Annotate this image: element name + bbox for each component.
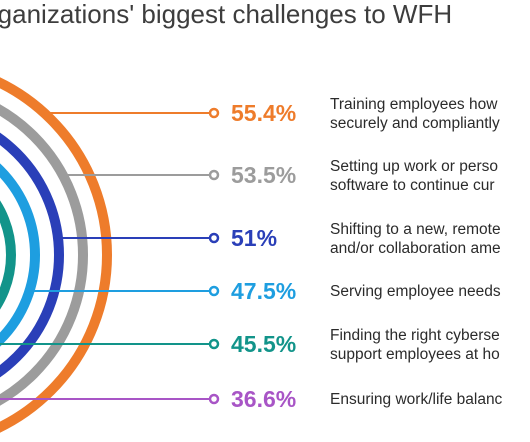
description-line-4-1: support employees at ho bbox=[330, 346, 500, 363]
description-line-2-0: Shifting to a new, remote bbox=[330, 221, 501, 238]
description-line-2-1: and/or collaboration ame bbox=[330, 240, 501, 257]
ring-0 bbox=[0, 77, 112, 433]
value-label-0: 55.4% bbox=[231, 100, 296, 126]
description-line-3-0: Serving employee needs bbox=[330, 283, 501, 300]
description-line-0-1: securely and compliantly bbox=[330, 115, 500, 132]
description-line-1-1: software to continue cur bbox=[330, 177, 495, 194]
connector-dot-5 bbox=[208, 393, 220, 405]
connector-dot-2 bbox=[208, 232, 220, 244]
ring-4 bbox=[0, 200, 16, 310]
ring-1 bbox=[0, 104, 88, 406]
value-label-4: 45.5% bbox=[231, 331, 296, 357]
connectors-group bbox=[0, 107, 220, 405]
chart-title: ...ganizations' biggest challenges to WF… bbox=[0, 0, 452, 29]
description-line-5-0: Ensuring work/life balanc bbox=[330, 391, 503, 408]
labels-group: 55.4% Training employees how securely and … bbox=[231, 96, 503, 412]
ring-2 bbox=[0, 132, 64, 378]
connector-dot-1 bbox=[208, 169, 220, 181]
value-label-1: 53.5% bbox=[231, 162, 296, 188]
connector-dot-3 bbox=[208, 285, 220, 297]
value-label-2: 51% bbox=[231, 225, 277, 251]
ring-3 bbox=[0, 163, 40, 347]
description-line-4-0: Finding the right cyberse bbox=[330, 327, 500, 344]
connector-dot-0 bbox=[208, 107, 220, 119]
description-line-1-0: Setting up work or perso bbox=[330, 158, 498, 175]
rings-group bbox=[0, 74, 115, 436]
value-label-3: 47.5% bbox=[231, 278, 296, 304]
value-label-5: 36.6% bbox=[231, 386, 296, 412]
connector-dot-4 bbox=[208, 338, 220, 350]
description-line-0-0: Training employees how bbox=[330, 96, 498, 113]
